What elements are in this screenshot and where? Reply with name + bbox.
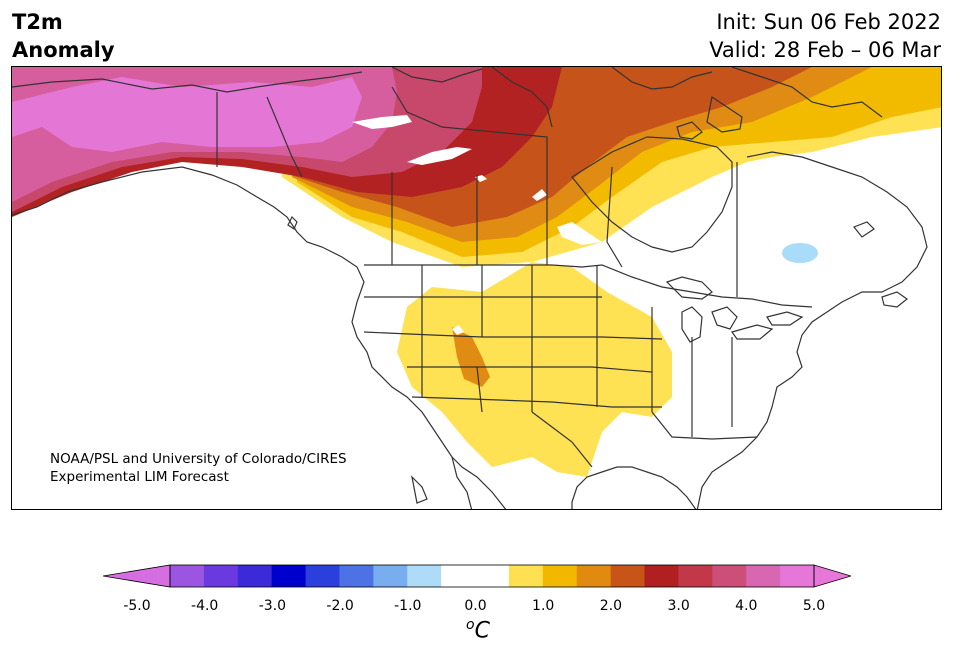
colorbar-tick-label: -5.0 (123, 598, 151, 614)
colorbar-cell (339, 565, 374, 587)
colorbar-tick-label: 0.0 (464, 598, 487, 614)
init-date: Init: Sun 06 Feb 2022 (716, 10, 941, 34)
colorbar-tick-label: 4.0 (735, 598, 758, 614)
colorbar-cells (170, 565, 815, 587)
colorbar-tick-label: -3.0 (258, 598, 287, 614)
colorbar-cell (712, 565, 747, 587)
credit-line-1: NOAA/PSL and University of Colorado/CIRE… (50, 451, 347, 467)
colorbar-tick-label: 3.0 (667, 598, 690, 614)
title-line-2: Anomaly (12, 38, 115, 62)
anomaly-map-svg (12, 67, 941, 509)
title-line-1: T2m (12, 10, 63, 34)
anomaly-band-over-4 (12, 77, 362, 152)
map-title: T2m Anomaly (12, 8, 115, 64)
colorbar-tick-label: 2.0 (599, 598, 623, 614)
lakes (352, 115, 602, 335)
borders (12, 67, 928, 509)
credit-line-2: Experimental LIM Forecast (50, 469, 229, 485)
colorbar-cell (271, 565, 307, 587)
valid-date: Valid: 28 Feb – 06 Mar (709, 38, 941, 62)
colorbar-cell (576, 565, 612, 587)
colorbar-over-arrow (813, 564, 851, 588)
colorbar-cell (746, 565, 781, 587)
anomaly-band-sw-dark-yellow (452, 327, 490, 387)
colorbar-cell (610, 565, 646, 587)
unit-letter: C (474, 618, 490, 644)
colorbar-tick-label: -4.0 (191, 598, 219, 614)
anomaly-cold-spot (782, 243, 818, 263)
colorbar-cell (508, 565, 544, 587)
anomaly-band-sw-yellow (397, 262, 672, 477)
colorbar-tick-label: -1.0 (394, 598, 422, 614)
colorbar-under-arrow (103, 564, 171, 588)
anomaly-shading (12, 67, 941, 477)
anomaly-map: NOAA/PSL and University of Colorado/CIRE… (11, 66, 942, 510)
colorbar-tick-label: 1.0 (532, 598, 555, 614)
colorbar-tick-label: 5.0 (802, 598, 826, 614)
colorbar (103, 564, 851, 588)
colorbar-cell (644, 565, 679, 587)
colorbar-cell (305, 565, 340, 587)
colorbar-cell (780, 565, 815, 587)
forecast-dates: Init: Sun 06 Feb 2022 Valid: 28 Feb – 06… (709, 8, 941, 64)
colorbar-cell (407, 565, 442, 587)
colorbar-cell (441, 565, 476, 587)
colorbar-tick-label: -2.0 (326, 598, 354, 614)
degree-sup: o (466, 617, 475, 633)
credit-text: NOAA/PSL and University of Colorado/CIRE… (50, 450, 347, 486)
colorbar-cell (170, 565, 205, 587)
colorbar-cell (373, 565, 408, 587)
colorbar-cell (678, 565, 713, 587)
colorbar-cell (475, 565, 510, 587)
colorbar-cell (203, 565, 239, 587)
colorbar-unit: oC (466, 617, 490, 643)
colorbar-cell (237, 565, 273, 587)
colorbar-cell (542, 565, 578, 587)
colorbar-outline (169, 564, 815, 588)
